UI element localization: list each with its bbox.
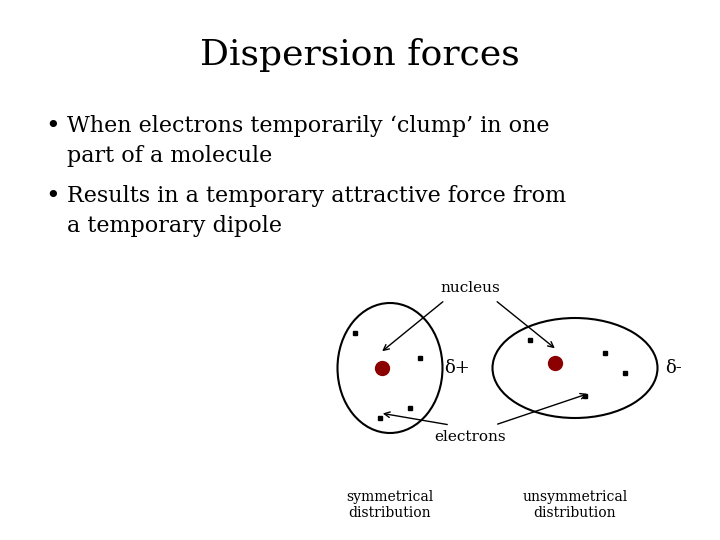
Text: δ-: δ- [665, 359, 682, 377]
Text: Dispersion forces: Dispersion forces [200, 38, 520, 72]
Text: When electrons temporarily ‘clump’ in one: When electrons temporarily ‘clump’ in on… [67, 115, 549, 137]
Text: part of a molecule: part of a molecule [67, 145, 272, 167]
Text: nucleus: nucleus [440, 281, 500, 295]
Text: symmetrical
distribution: symmetrical distribution [346, 490, 433, 520]
Text: unsymmetrical
distribution: unsymmetrical distribution [523, 490, 628, 520]
Text: electrons: electrons [434, 430, 506, 444]
Text: δ+: δ+ [444, 359, 470, 377]
Text: a temporary dipole: a temporary dipole [67, 215, 282, 237]
Text: •: • [45, 185, 60, 208]
Text: Results in a temporary attractive force from: Results in a temporary attractive force … [67, 185, 566, 207]
Text: •: • [45, 115, 60, 138]
